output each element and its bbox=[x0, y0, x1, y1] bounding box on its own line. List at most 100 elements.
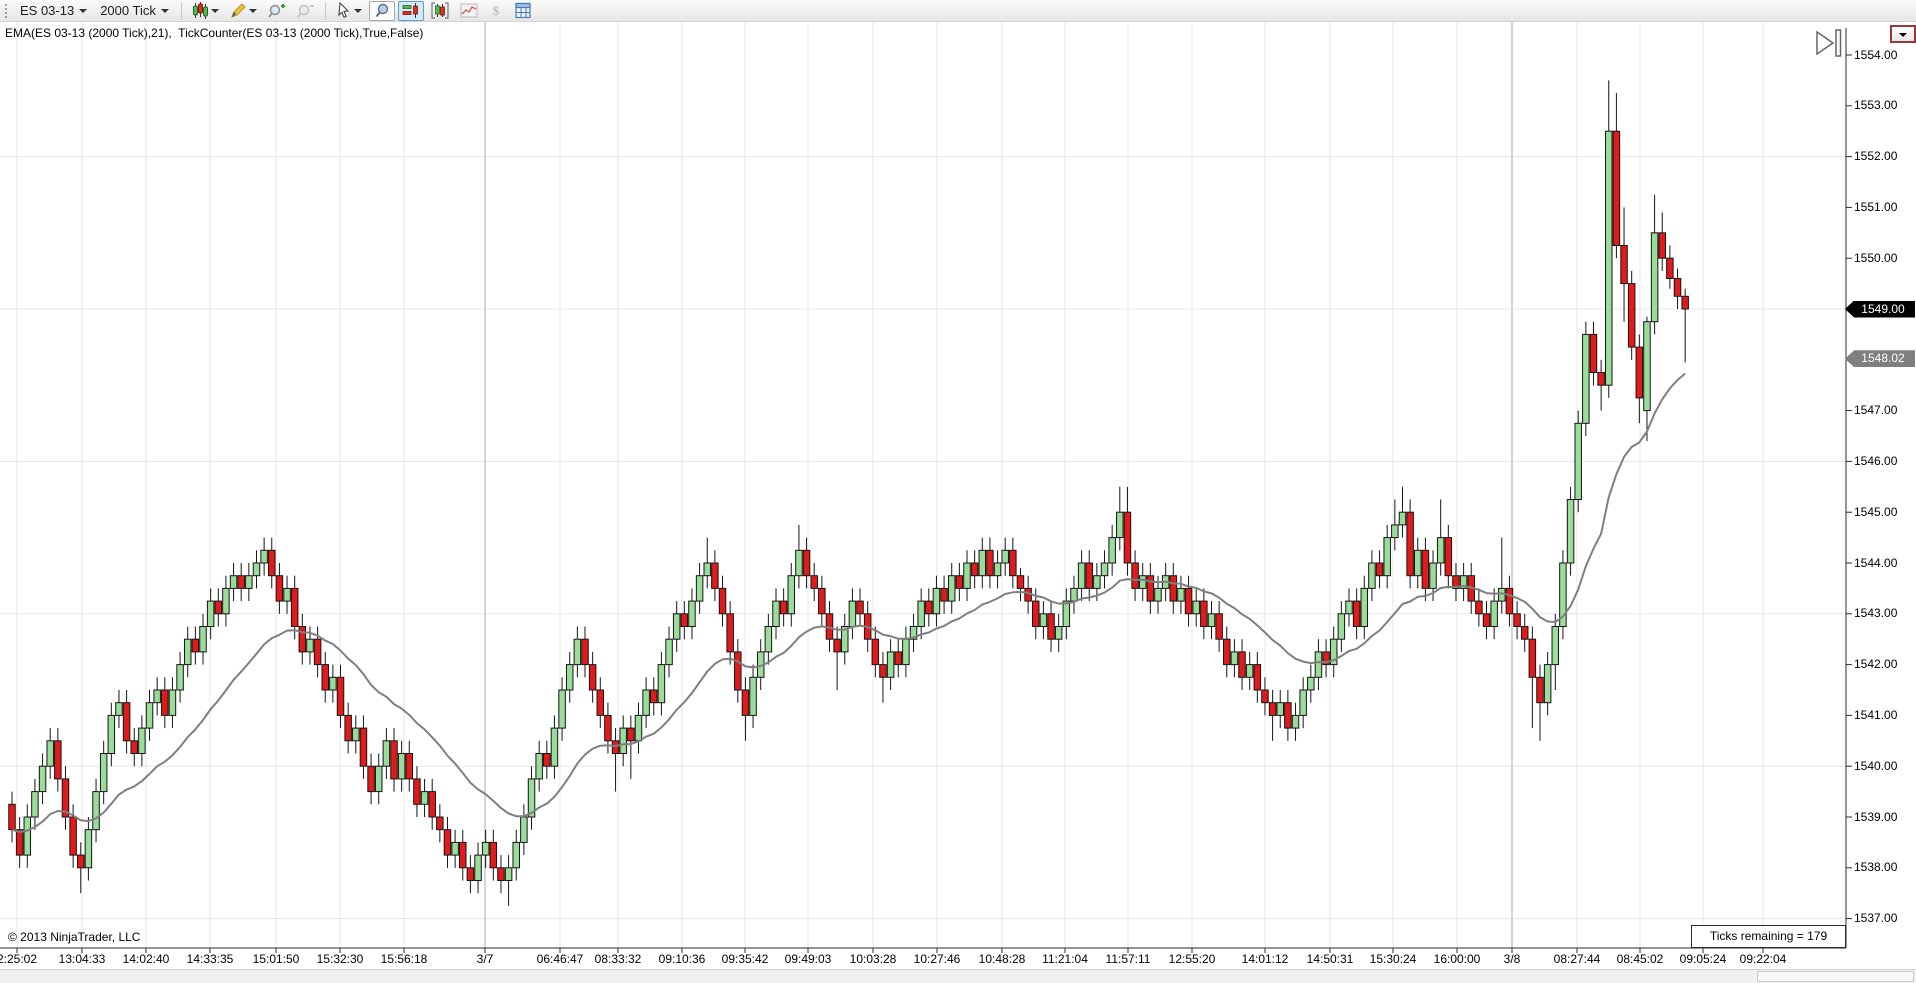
scrollbar-thumb[interactable] bbox=[1757, 971, 1914, 982]
candle-up bbox=[1360, 587, 1369, 628]
candle-down bbox=[1589, 333, 1598, 373]
instrument-selector[interactable]: ES 03-13 bbox=[16, 1, 93, 20]
candle-up bbox=[1337, 613, 1346, 640]
candle-down bbox=[581, 638, 589, 666]
properties-button[interactable] bbox=[510, 1, 536, 21]
price-axis-label: 1539.00 bbox=[1854, 809, 1898, 824]
candle-down bbox=[489, 841, 498, 869]
candle-down bbox=[237, 575, 245, 589]
candle-up bbox=[1276, 702, 1284, 716]
candle-down bbox=[428, 791, 436, 818]
candle-down bbox=[268, 549, 276, 577]
candle-down bbox=[711, 562, 719, 589]
candle-down bbox=[313, 638, 322, 666]
candle-up bbox=[138, 727, 146, 754]
time-axis-label: 10:27:46 bbox=[913, 952, 961, 966]
candle-up bbox=[38, 765, 47, 793]
crosshair-button[interactable] bbox=[368, 0, 395, 21]
go-to-end-bar-icon[interactable] bbox=[1835, 29, 1842, 57]
candle-up bbox=[46, 740, 54, 767]
candle-down bbox=[596, 689, 605, 716]
time-axis-label: 10:48:28 bbox=[978, 952, 1026, 966]
candle-up bbox=[306, 638, 314, 653]
candle-down bbox=[543, 753, 551, 767]
candle-up bbox=[481, 841, 490, 856]
chart-style-button[interactable] bbox=[188, 1, 223, 21]
chevron-down-icon bbox=[160, 9, 169, 13]
candle-up bbox=[451, 841, 459, 856]
time-axis-label: 11:21:04 bbox=[1042, 952, 1088, 966]
candle-down bbox=[1444, 537, 1453, 577]
candle-down bbox=[611, 740, 620, 754]
interval-selector[interactable]: 2000 Tick bbox=[96, 1, 175, 20]
chart-trader-button[interactable] bbox=[397, 0, 424, 21]
candle-down bbox=[1620, 245, 1628, 285]
candle-up bbox=[1650, 232, 1659, 323]
candle-up bbox=[1391, 524, 1399, 539]
chart-canvas[interactable] bbox=[0, 22, 1916, 969]
candle-down bbox=[650, 689, 658, 704]
candle-down bbox=[1200, 600, 1208, 627]
cursor-button[interactable] bbox=[332, 1, 366, 21]
candle-up bbox=[1643, 321, 1651, 412]
zoom-out-button[interactable] bbox=[293, 1, 319, 21]
candle-down bbox=[1238, 651, 1246, 678]
candle-up bbox=[902, 638, 910, 666]
candle-up bbox=[153, 689, 161, 704]
dollar-button[interactable]: $ bbox=[485, 1, 507, 21]
candle-down bbox=[856, 600, 864, 615]
chart-trader-icon bbox=[402, 3, 418, 18]
candle-up bbox=[642, 689, 650, 716]
candle-up bbox=[107, 714, 116, 755]
time-axis-label: 09:22:04 bbox=[1739, 952, 1787, 966]
candle-down bbox=[1284, 702, 1292, 729]
zoom-in-button[interactable] bbox=[264, 1, 290, 21]
toolbar: ES 03-13 2000 Tick bbox=[0, 0, 1916, 22]
candle-down bbox=[1536, 676, 1544, 704]
candle-up bbox=[1574, 422, 1582, 500]
candle-down bbox=[1421, 549, 1430, 589]
candle-down bbox=[15, 829, 24, 856]
time-axis-label: 08:45:02 bbox=[1616, 952, 1664, 966]
candle-up bbox=[145, 702, 154, 729]
candle-down bbox=[1184, 587, 1193, 615]
bottom-scroll-strip[interactable] bbox=[0, 969, 1916, 983]
go-to-end-icon[interactable] bbox=[1816, 30, 1835, 56]
price-axis-label: 1546.00 bbox=[1854, 453, 1898, 468]
candle-down bbox=[955, 575, 964, 589]
candle-up bbox=[1459, 575, 1468, 589]
region-chart-button[interactable] bbox=[456, 1, 482, 21]
candle-up bbox=[222, 587, 230, 615]
candle-up bbox=[932, 587, 941, 615]
candle-down bbox=[833, 638, 841, 653]
candle-up bbox=[634, 714, 643, 742]
toolbar-grip[interactable] bbox=[4, 2, 9, 19]
candle-down bbox=[214, 600, 223, 615]
candle-up bbox=[1245, 664, 1254, 678]
candle-up bbox=[703, 562, 711, 577]
grid-table-icon bbox=[515, 2, 531, 19]
candle-up bbox=[1566, 499, 1575, 564]
candle-down bbox=[802, 549, 811, 577]
plot-area[interactable] bbox=[0, 22, 1846, 948]
candle-down bbox=[604, 714, 612, 742]
drawing-tools-button[interactable] bbox=[226, 1, 261, 21]
candle-up bbox=[1329, 638, 1338, 666]
candle-down bbox=[726, 613, 734, 653]
candle-down bbox=[443, 829, 452, 856]
time-axis-label: 14:01:12 bbox=[1241, 952, 1289, 966]
candle-down bbox=[459, 841, 467, 869]
candle-down bbox=[321, 664, 329, 691]
data-box-button[interactable] bbox=[427, 1, 453, 21]
candle-down bbox=[734, 651, 742, 691]
candle-up bbox=[329, 676, 337, 691]
panel-dropdown-button[interactable] bbox=[1890, 25, 1916, 43]
candle-up bbox=[374, 765, 383, 793]
candle-down bbox=[436, 816, 444, 831]
candle-up bbox=[565, 664, 574, 691]
candle-up bbox=[183, 638, 192, 666]
session-date-label: 3/8 bbox=[1503, 952, 1521, 966]
candle-up bbox=[1436, 537, 1445, 564]
time-axis-label: 15:32:30 bbox=[316, 952, 364, 966]
candle-down bbox=[413, 778, 421, 805]
